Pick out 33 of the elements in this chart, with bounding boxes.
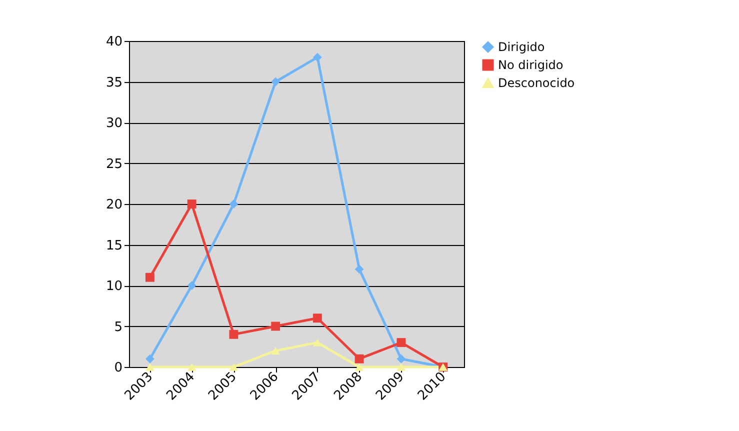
point bbox=[145, 363, 154, 371]
point bbox=[396, 338, 406, 348]
y-tick-label: 25 bbox=[106, 156, 122, 172]
legend-label: Dirigido bbox=[498, 40, 545, 54]
point bbox=[187, 363, 196, 371]
y-tick-label: 40 bbox=[106, 34, 122, 50]
point bbox=[354, 354, 364, 364]
y-tick-label: 5 bbox=[114, 320, 122, 335]
y-tick-label: 10 bbox=[106, 279, 122, 294]
point bbox=[145, 354, 154, 364]
point bbox=[145, 272, 154, 282]
point bbox=[229, 200, 238, 208]
y-tick-label: 20 bbox=[106, 198, 122, 212]
y-tick-label: 0 bbox=[114, 360, 122, 376]
point bbox=[271, 77, 280, 86]
point bbox=[187, 281, 196, 290]
point bbox=[396, 363, 406, 371]
point bbox=[312, 52, 322, 62]
point bbox=[229, 363, 238, 371]
point bbox=[354, 264, 364, 274]
point bbox=[271, 346, 280, 355]
point bbox=[312, 338, 322, 346]
y-tick-label: 30 bbox=[106, 116, 122, 131]
legend-label: No dirigido bbox=[498, 58, 564, 72]
point bbox=[229, 330, 238, 339]
point bbox=[187, 200, 196, 208]
point bbox=[396, 354, 406, 364]
point bbox=[271, 322, 280, 331]
point bbox=[312, 314, 322, 323]
point bbox=[354, 363, 364, 371]
y-tick-label: 35 bbox=[106, 75, 122, 90]
legend-label: Desconocido bbox=[498, 76, 575, 90]
y-tick-label: 15 bbox=[106, 238, 122, 254]
